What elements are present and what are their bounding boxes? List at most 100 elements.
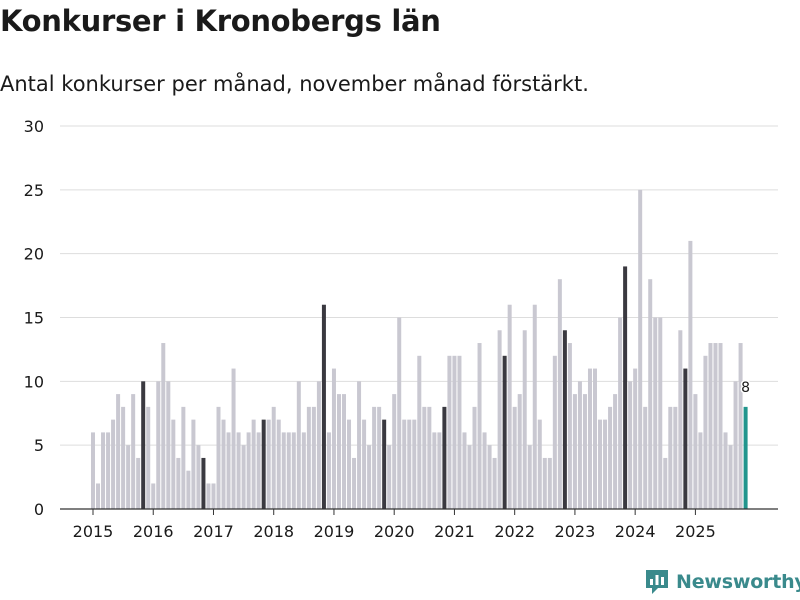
bar	[91, 432, 95, 509]
chart-title: Konkurser i Kronobergs län	[0, 4, 441, 38]
x-tick-label: 2016	[133, 522, 174, 541]
x-tick-label: 2019	[314, 522, 355, 541]
bar	[598, 419, 603, 509]
x-tick-label: 2022	[494, 522, 535, 541]
bar	[246, 432, 251, 509]
bar	[221, 419, 226, 509]
bar	[467, 445, 472, 509]
x-tick-label: 2017	[193, 522, 234, 541]
y-tick-label: 10	[24, 372, 44, 391]
bar	[437, 432, 442, 509]
bar	[743, 406, 748, 509]
bar	[658, 317, 663, 509]
bar	[703, 355, 708, 509]
bar	[688, 240, 693, 509]
bar	[347, 419, 352, 509]
bar	[266, 419, 271, 509]
bar	[357, 381, 362, 509]
bar	[638, 189, 643, 510]
y-tick-label: 20	[24, 245, 44, 264]
bar	[156, 381, 161, 509]
bar	[457, 355, 462, 509]
bar	[231, 368, 236, 509]
newsworthy-logo-icon	[646, 570, 668, 594]
bar	[206, 483, 211, 509]
bar	[517, 394, 522, 509]
bar	[472, 406, 477, 509]
bar	[181, 406, 186, 509]
bar	[96, 483, 101, 509]
bar	[582, 394, 587, 509]
bar	[111, 419, 116, 509]
bar	[427, 406, 432, 509]
x-tick-label: 2015	[73, 522, 114, 541]
bar	[608, 406, 613, 509]
bar	[186, 470, 191, 509]
bar	[557, 279, 562, 509]
bar	[678, 330, 683, 509]
x-tick-label: 2023	[555, 522, 596, 541]
bar	[296, 381, 301, 509]
bar	[477, 343, 482, 509]
bar	[116, 394, 121, 509]
bar	[397, 317, 402, 509]
bar	[291, 432, 296, 509]
bar	[422, 406, 427, 509]
bar	[392, 394, 397, 509]
bar	[412, 419, 417, 509]
bar	[336, 394, 341, 509]
bar	[126, 445, 131, 509]
bar	[547, 457, 552, 509]
bar	[663, 457, 668, 509]
y-tick-label: 25	[24, 181, 44, 200]
bar	[417, 355, 422, 509]
bar	[522, 330, 527, 509]
bar	[502, 355, 507, 509]
bar	[708, 343, 713, 509]
bar	[623, 266, 628, 509]
bar	[507, 304, 512, 509]
bar	[286, 432, 291, 509]
chart-subtitle: Antal konkurser per månad, november måna…	[0, 72, 589, 96]
bar	[432, 432, 437, 509]
bar	[527, 445, 532, 509]
bar	[352, 457, 357, 509]
bar	[377, 406, 382, 509]
newsworthy-logo-text: Newsworthy	[676, 571, 800, 593]
bar	[587, 368, 592, 509]
bar	[512, 406, 517, 509]
bar	[492, 457, 497, 509]
newsworthy-logo[interactable]: Newsworthy	[644, 568, 800, 596]
bar	[161, 343, 166, 509]
bar	[593, 368, 597, 509]
bar	[372, 406, 377, 509]
bar	[462, 432, 467, 509]
bar	[718, 343, 723, 509]
bar	[342, 394, 346, 509]
bar	[251, 419, 256, 509]
bar	[382, 419, 387, 509]
bar	[151, 483, 156, 509]
bar	[321, 304, 326, 509]
bar	[572, 394, 577, 509]
bar	[301, 432, 306, 509]
bar	[738, 343, 743, 509]
bar	[683, 368, 688, 509]
bar	[452, 355, 457, 509]
bar	[633, 368, 638, 509]
bar	[101, 432, 106, 509]
bar	[281, 432, 286, 509]
bar	[316, 381, 321, 509]
bar	[276, 419, 281, 509]
bar	[216, 406, 221, 509]
y-tick-label: 5	[34, 436, 44, 455]
y-tick-label: 0	[34, 500, 44, 519]
bar	[311, 406, 316, 509]
bar	[226, 432, 231, 509]
bar	[171, 419, 176, 509]
bar	[121, 406, 126, 509]
bar	[241, 445, 246, 509]
x-tick-label: 2021	[434, 522, 475, 541]
x-tick-label: 2020	[374, 522, 415, 541]
bar	[668, 406, 673, 509]
